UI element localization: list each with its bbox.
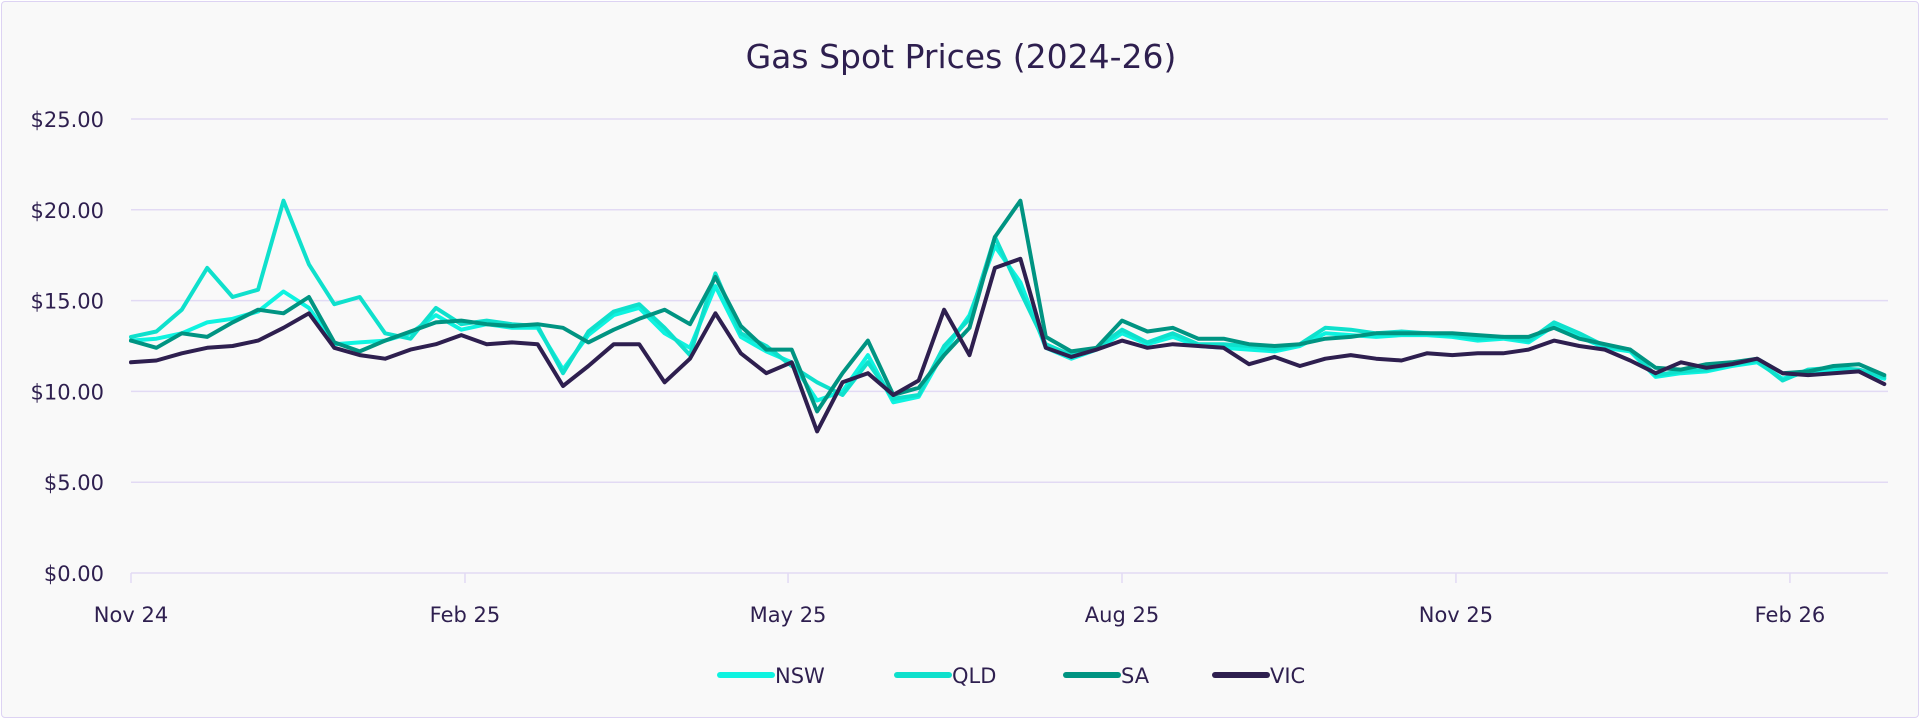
y-tick-label: $20.00 (31, 199, 104, 223)
x-axis-ticks: Nov 24 Feb 25 May 25 Aug 25 Nov 25 Feb 26 (94, 573, 1825, 627)
x-tick-label: Nov 25 (1419, 603, 1493, 627)
y-tick-label: $0.00 (44, 562, 104, 586)
legend: NSW QLD SA VIC (717, 664, 1305, 688)
x-tick-label: Feb 25 (430, 603, 501, 627)
y-tick-label: $5.00 (44, 471, 104, 495)
y-tick-label: $10.00 (31, 380, 104, 404)
chart-title: Gas Spot Prices (2024-26) (746, 37, 1177, 76)
x-tick-label: Feb 26 (1755, 603, 1826, 627)
x-tick-label: Nov 24 (94, 603, 168, 627)
legend-label: QLD (952, 664, 996, 688)
legend-item-sa[interactable]: SA (1063, 664, 1150, 688)
legend-label: VIC (1270, 664, 1305, 688)
y-tick-label: $25.00 (31, 108, 104, 132)
series-line-nsw (129, 244, 1887, 405)
series-line-sa (129, 198, 1887, 414)
y-axis-ticks: $0.00 $5.00 $10.00 $15.00 $20.00 $25.00 (31, 108, 104, 586)
legend-label: NSW (775, 664, 825, 688)
series-line-qld (129, 198, 1887, 401)
x-tick-label: Aug 25 (1085, 603, 1159, 627)
series-line-vic (129, 256, 1887, 434)
gridlines (131, 118, 1888, 574)
legend-item-nsw[interactable]: NSW (717, 664, 825, 688)
legend-item-qld[interactable]: QLD (894, 664, 996, 688)
legend-label: SA (1121, 664, 1150, 688)
x-tick-label: May 25 (750, 603, 827, 627)
y-tick-label: $15.00 (31, 290, 104, 314)
legend-item-vic[interactable]: VIC (1212, 664, 1305, 688)
series-lines (129, 198, 1887, 434)
